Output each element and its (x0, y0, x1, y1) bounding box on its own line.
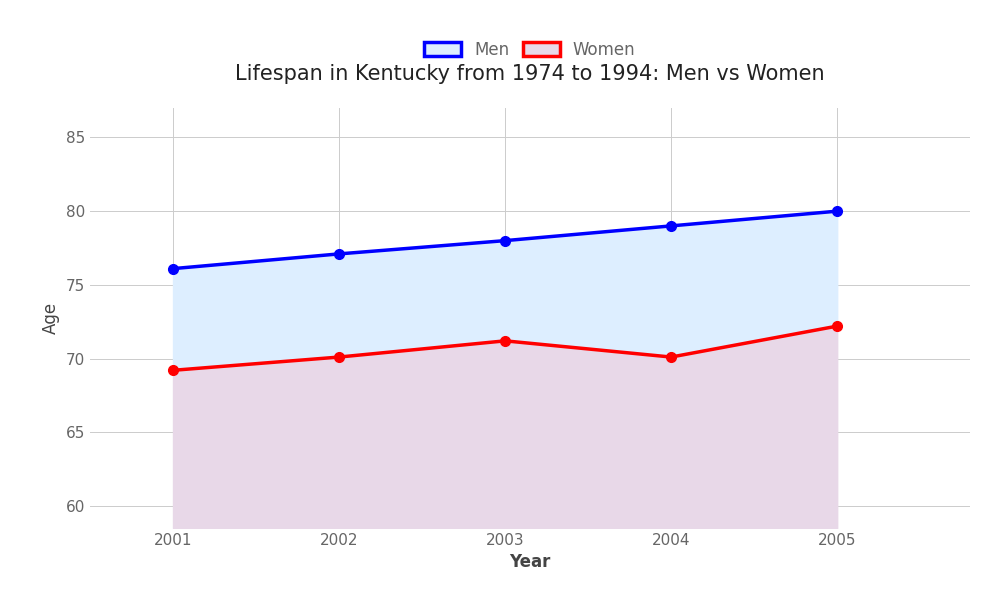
Legend: Men, Women: Men, Women (424, 41, 636, 59)
X-axis label: Year: Year (509, 553, 551, 571)
Title: Lifespan in Kentucky from 1974 to 1994: Men vs Women: Lifespan in Kentucky from 1974 to 1994: … (235, 64, 825, 84)
Y-axis label: Age: Age (42, 302, 60, 334)
